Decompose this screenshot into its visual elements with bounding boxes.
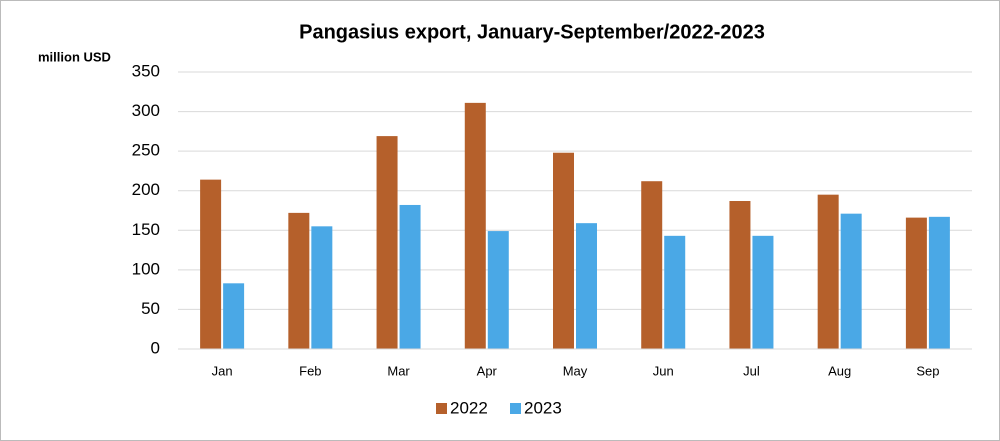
bar — [840, 213, 862, 349]
x-tick-label: Aug — [828, 363, 851, 378]
bar — [817, 194, 839, 349]
legend-swatch — [436, 403, 447, 414]
bar — [464, 102, 486, 349]
y-tick-label: 250 — [132, 141, 160, 160]
bar — [729, 201, 751, 349]
bar — [223, 283, 245, 349]
legend-label: 2022 — [450, 398, 488, 417]
y-tick-label: 350 — [132, 61, 160, 80]
bar — [288, 212, 310, 349]
y-tick-label: 50 — [141, 299, 160, 318]
x-tick-label: Jul — [743, 363, 760, 378]
bar — [553, 152, 574, 349]
x-tick-label: Jan — [212, 363, 233, 378]
bar — [311, 226, 333, 349]
bar — [399, 204, 421, 349]
y-tick-label: 300 — [132, 101, 160, 120]
x-tick-label: Mar — [387, 363, 410, 378]
y-tick-label: 100 — [132, 259, 160, 278]
bar — [200, 179, 222, 349]
legend-swatch — [510, 403, 521, 414]
bar — [664, 235, 686, 349]
bar — [487, 231, 509, 349]
bar — [928, 216, 950, 349]
x-tick-label: May — [563, 363, 588, 378]
y-tick-label: 0 — [151, 338, 160, 357]
y-tick-label: 200 — [132, 180, 160, 199]
y-tick-label: 150 — [132, 220, 160, 239]
legend-label: 2023 — [524, 398, 562, 417]
y-axis-label: million USD — [38, 49, 111, 64]
bar — [576, 223, 597, 349]
chart-title: Pangasius export, January-September/2022… — [299, 21, 765, 43]
bar — [376, 136, 398, 349]
x-tick-label: Feb — [299, 363, 321, 378]
bar — [641, 181, 663, 349]
x-tick-label: Apr — [477, 363, 498, 378]
x-tick-label: Jun — [653, 363, 674, 378]
bar — [905, 217, 927, 349]
bar — [752, 235, 774, 349]
x-tick-label: Sep — [916, 363, 939, 378]
